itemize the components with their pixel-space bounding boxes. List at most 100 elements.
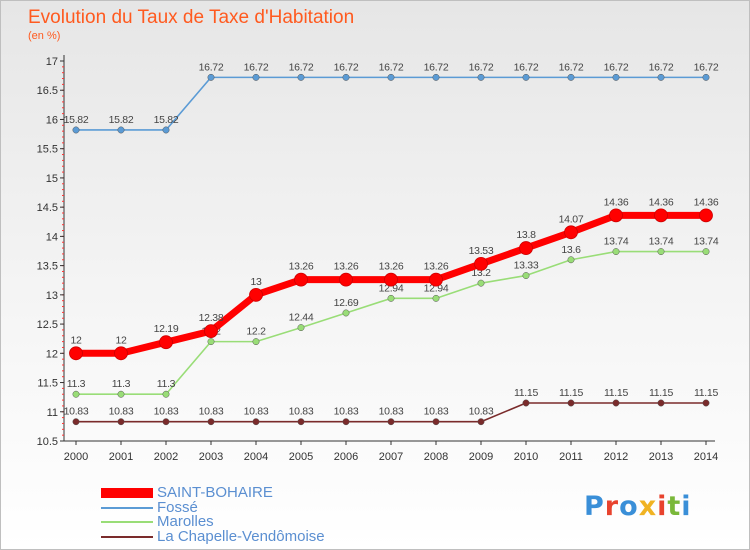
data-point <box>702 73 710 81</box>
data-label: 12 <box>115 334 127 346</box>
data-label: 12.94 <box>424 282 449 294</box>
data-point <box>117 126 125 134</box>
data-point <box>612 73 620 81</box>
data-label: 13.8 <box>516 229 536 241</box>
y-tick-label: 15 <box>46 173 58 185</box>
data-label: 16.72 <box>514 61 539 73</box>
data-point <box>342 73 350 81</box>
legend-item: SAINT-BOHAIRE <box>101 484 325 501</box>
data-point <box>342 309 350 317</box>
data-point <box>477 279 485 287</box>
data-point <box>252 418 260 426</box>
data-label: 11.3 <box>112 378 131 390</box>
data-label: 10.83 <box>64 406 89 418</box>
data-point <box>387 418 395 426</box>
data-point <box>297 73 305 81</box>
series-marolles: 11.311.311.312.212.212.4412.6912.9412.94… <box>67 236 719 398</box>
data-point <box>522 73 530 81</box>
data-label: 10.83 <box>469 406 494 418</box>
data-label: 16.72 <box>604 61 629 73</box>
data-point <box>114 346 128 361</box>
x-tick-label: 2008 <box>424 451 448 463</box>
data-label: 13.74 <box>604 236 629 248</box>
data-label: 16.72 <box>334 61 359 73</box>
y-tick-label: 14.5 <box>37 202 58 214</box>
x-tick-label: 2014 <box>694 451 718 463</box>
data-point <box>477 418 485 426</box>
data-label: 11.15 <box>694 387 718 399</box>
data-point <box>387 294 395 302</box>
data-point <box>252 73 260 81</box>
data-point <box>162 126 170 134</box>
data-point <box>699 208 713 223</box>
data-label: 16.72 <box>244 61 269 73</box>
data-point <box>609 208 623 223</box>
data-point <box>294 272 308 287</box>
y-tick-label: 12 <box>46 348 58 360</box>
data-label: 13.74 <box>694 236 719 248</box>
data-point <box>522 399 530 407</box>
data-label: 12.2 <box>246 326 266 338</box>
y-tick-label: 16 <box>46 114 58 126</box>
data-label: 10.83 <box>424 406 449 418</box>
data-label: 12.69 <box>334 297 359 309</box>
data-point <box>297 324 305 332</box>
data-point <box>702 248 710 256</box>
data-label: 10.83 <box>289 406 314 418</box>
data-point <box>207 73 215 81</box>
data-point <box>69 346 83 361</box>
y-tick-label: 13 <box>46 290 58 302</box>
chart-subtitle: (en %) <box>28 30 61 42</box>
data-label: 12.19 <box>154 323 179 335</box>
data-label: 16.72 <box>649 61 674 73</box>
data-point <box>429 272 443 287</box>
data-point <box>522 272 530 280</box>
x-tick-label: 2012 <box>604 451 628 463</box>
data-label: 13.33 <box>514 260 539 272</box>
x-tick-label: 2006 <box>334 451 358 463</box>
data-label: 12.94 <box>379 282 404 294</box>
proxiti-logo: Proxiti <box>584 491 692 522</box>
data-point <box>72 126 80 134</box>
data-point <box>702 399 710 407</box>
logo-letter: o <box>619 491 639 522</box>
legend-item: Marolles <box>101 513 325 530</box>
legend-swatch <box>101 521 153 524</box>
data-label: 12.38 <box>199 312 224 324</box>
data-label: 11.15 <box>559 387 583 399</box>
data-label: 13.6 <box>561 244 581 256</box>
data-point <box>567 256 575 264</box>
data-point <box>519 241 533 255</box>
data-label: 11.3 <box>67 378 86 390</box>
x-tick-label: 2001 <box>109 451 133 463</box>
data-point <box>339 272 353 287</box>
data-point <box>207 338 215 346</box>
data-point <box>159 335 173 350</box>
x-tick-label: 2003 <box>199 451 223 463</box>
data-label: 12 <box>70 334 82 346</box>
legend-label: SAINT-BOHAIRE <box>157 484 273 501</box>
data-label: 13.53 <box>469 245 494 257</box>
x-tick-label: 2005 <box>289 451 313 463</box>
data-point <box>72 418 80 426</box>
y-tick-label: 10.5 <box>37 436 58 448</box>
legend-item: Fossé <box>101 500 325 516</box>
data-point <box>342 418 350 426</box>
data-point <box>612 399 620 407</box>
logo-letter: t <box>667 491 682 522</box>
data-label: 16.72 <box>379 61 404 73</box>
legend-label: Marolles <box>157 513 214 530</box>
logo-letter: i <box>681 491 692 522</box>
x-tick-label: 2013 <box>649 451 673 463</box>
data-label: 10.83 <box>379 406 404 418</box>
data-label: 13.2 <box>471 267 491 279</box>
data-label: 10.83 <box>199 406 224 418</box>
y-tick-label: 12.5 <box>37 319 58 331</box>
data-point <box>387 73 395 81</box>
data-label: 13 <box>250 276 262 288</box>
data-point <box>252 338 260 346</box>
data-label: 16.72 <box>469 61 494 73</box>
data-label: 11.15 <box>604 387 628 399</box>
data-point <box>657 399 665 407</box>
